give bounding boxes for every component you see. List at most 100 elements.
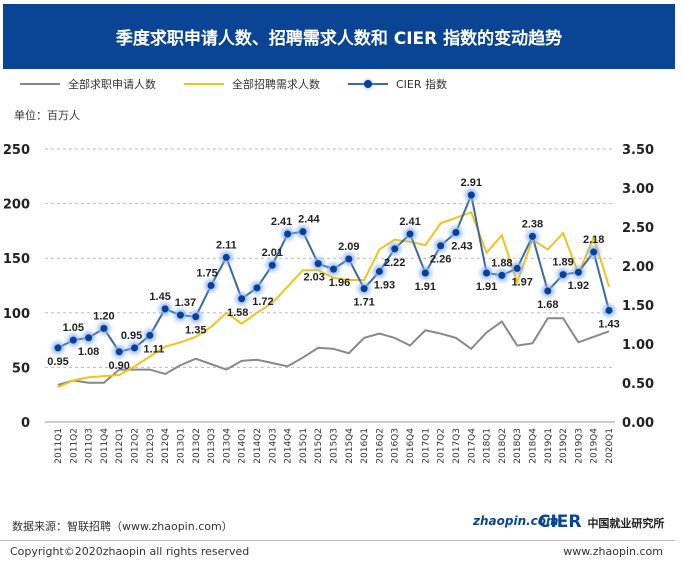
cier-data-label: 2.41	[271, 216, 292, 228]
cier-point	[483, 269, 491, 277]
cier-point	[360, 285, 368, 293]
cier-data-label: 2.43	[451, 240, 472, 252]
chart-plot: 0 50 100 150 200 250 0.00 0.50 1.00 1.50 2.00 2.50 3…	[3, 143, 654, 464]
x-tick-label: 2015Q3	[330, 428, 340, 464]
x-tick-label: 2015Q4	[345, 428, 355, 464]
cier-point	[559, 271, 567, 279]
cier-data-label: 1.58	[227, 307, 248, 319]
cier-data-label: 1.37	[175, 297, 196, 309]
legend-label: 全部招聘需求人数	[232, 78, 320, 91]
legend-label: CIER 指数	[396, 78, 448, 91]
cier-point	[544, 287, 552, 295]
x-tick-label: 2013Q1	[176, 428, 186, 464]
x-tick-label: 2016Q2	[375, 428, 385, 464]
cier-data-label: 1.91	[415, 281, 436, 293]
cier-point	[176, 311, 184, 319]
legend-swatch-blue	[348, 80, 388, 88]
cier-logo: CIER 中国就业研究所	[538, 512, 665, 532]
divider	[0, 540, 675, 541]
cier-point	[590, 248, 598, 256]
x-tick-label: 2019Q4	[590, 428, 600, 464]
cier-data-label: 2.22	[384, 257, 405, 269]
cier-point	[452, 228, 460, 236]
x-tick-label: 2019Q3	[574, 428, 584, 464]
x-tick-label: 2017Q1	[421, 428, 431, 464]
cier-point	[314, 260, 322, 268]
x-tick-label: 2016Q4	[406, 428, 416, 464]
right-tick-label: 0.00	[622, 416, 654, 431]
cier-point	[467, 191, 475, 199]
x-tick-label: 2013Q2	[192, 428, 202, 464]
cier-data-label: 2.44	[298, 214, 320, 226]
cier-data-label: 1.35	[185, 325, 206, 337]
cier-data-label: 1.71	[353, 297, 374, 309]
cier-data-label: 1.68	[537, 299, 558, 311]
cier-data-label: 2.41	[399, 216, 420, 228]
cier-data-label: 1.75	[196, 268, 217, 280]
x-tick-label: 2012Q2	[131, 428, 141, 464]
x-tick-label: 2013Q3	[207, 428, 217, 464]
x-tick-label: 2013Q4	[222, 428, 232, 464]
left-tick-label: 50	[12, 361, 30, 376]
right-tick-label: 1.00	[622, 338, 654, 353]
cier-point	[253, 284, 261, 292]
left-tick-label: 250	[3, 143, 30, 158]
cier-point	[192, 313, 200, 321]
cier-point	[498, 271, 506, 279]
cier-data-label: 0.95	[121, 330, 142, 342]
cier-data-label: 2.26	[430, 254, 451, 266]
cier-data-label: 2.38	[522, 218, 543, 230]
right-tick-label: 2.50	[622, 221, 654, 236]
legend-item-applicants: 全部求职申请人数	[20, 76, 156, 92]
cier-point	[69, 336, 77, 344]
cier-data-label: 1.11	[143, 343, 164, 355]
cier-data-label: 1.92	[568, 280, 589, 292]
cier-data-label: 2.01	[262, 247, 283, 259]
right-tick-label: 3.50	[622, 143, 654, 158]
cier-data-label: 1.05	[63, 322, 84, 334]
left-tick-label: 0	[21, 416, 30, 431]
right-tick-label: 1.50	[622, 299, 654, 314]
left-tick-label: 100	[3, 307, 30, 322]
x-tick-label: 2019Q2	[559, 428, 569, 464]
x-tick-label: 2019Q1	[544, 428, 554, 464]
cier-point	[528, 232, 536, 240]
x-tick-label: 2014Q1	[238, 428, 248, 464]
x-tick-label: 2014Q3	[268, 428, 278, 464]
legend-swatch-yellow	[184, 83, 224, 85]
demand-line	[57, 211, 610, 388]
x-tick-label: 2012Q1	[115, 428, 125, 464]
cier-data-label: 2.18	[583, 234, 604, 246]
cier-point	[391, 245, 399, 253]
legend: 全部求职申请人数 全部招聘需求人数 CIER 指数	[20, 76, 475, 92]
x-tick-label: 2016Q1	[360, 428, 370, 464]
x-tick-label: 2012Q3	[146, 428, 156, 464]
x-tick-label: 2011Q4	[100, 428, 110, 464]
x-tick-label: 2017Q3	[452, 428, 462, 464]
x-tick-label: 2014Q4	[284, 428, 294, 464]
right-tick-label: 3.00	[622, 182, 654, 197]
cier-data-label: 0.95	[47, 356, 68, 368]
zhaopin-logo: zhaopin.com	[473, 514, 559, 528]
data-source: 数据来源：智联招聘（www.zhaopin.com）	[12, 520, 233, 533]
cier-data-label: 0.90	[109, 360, 130, 372]
x-tick-label: 2017Q4	[467, 428, 477, 464]
cier-point	[284, 230, 292, 238]
cier-point	[421, 269, 429, 277]
cier-point	[85, 334, 93, 342]
cier-data-label: 1.93	[374, 279, 395, 291]
x-tick-label: 2018Q3	[513, 428, 523, 464]
applicants-line	[57, 317, 610, 386]
cier-point	[299, 228, 307, 236]
x-tick-label: 2018Q1	[483, 428, 493, 464]
cier-point	[268, 261, 276, 269]
cier-data-label: 2.11	[216, 239, 237, 251]
cier-data-label: 1.08	[78, 346, 99, 358]
left-tick-label: 150	[3, 252, 30, 267]
legend-label: 全部求职申请人数	[68, 78, 156, 91]
x-tick-label: 2018Q4	[528, 428, 538, 464]
x-tick-label: 2015Q1	[299, 428, 309, 464]
cier-data-label: 1.88	[491, 257, 512, 269]
cier-data-label: 1.91	[476, 281, 497, 293]
cier-data-label: 1.45	[149, 291, 170, 303]
